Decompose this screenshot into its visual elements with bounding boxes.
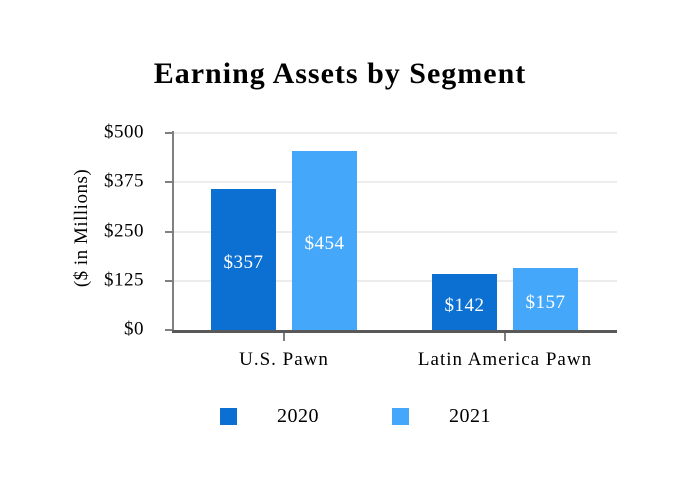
- bar-value-label-2021-latin-america-pawn: $157: [525, 291, 566, 313]
- x-category-label-latin-america-pawn: Latin America Pawn: [417, 349, 593, 370]
- x-axis-line: [172, 330, 617, 333]
- gridline-375: [173, 181, 617, 183]
- legend-swatch-2021: [392, 407, 409, 425]
- y-tick-250: [165, 231, 173, 233]
- y-axis-line: [172, 131, 174, 333]
- legend-swatch-2020: [220, 407, 237, 425]
- legend-label-2021: 2021: [449, 404, 491, 427]
- gridline-125: [173, 280, 617, 282]
- y-tick-label-375: $375: [104, 170, 144, 192]
- y-tick-125: [165, 280, 173, 282]
- legend-label-2020: 2020: [277, 404, 319, 427]
- y-tick-label-500: $500: [104, 121, 144, 143]
- y-axis-title: ($ in Millions): [71, 168, 92, 288]
- bar-2020-latin-america-pawn: $142: [432, 274, 497, 330]
- bar-2020-u-s-pawn: $357: [211, 189, 276, 330]
- y-tick-0: [165, 329, 173, 331]
- chart-title: Earning Assets by Segment: [153, 57, 527, 90]
- bar-value-label-2020-u-s-pawn: $357: [223, 252, 264, 273]
- bar-2021-latin-america-pawn: $157: [513, 268, 578, 330]
- y-tick-label-0: $0: [124, 318, 144, 340]
- bar-value-label-2021-u-s-pawn: $454: [304, 233, 345, 254]
- y-tick-500: [165, 132, 173, 134]
- bar-value-label-2020-latin-america-pawn: $142: [444, 294, 485, 316]
- y-tick-label-250: $250: [104, 220, 144, 242]
- gridline-250: [173, 231, 617, 233]
- gridline-500: [173, 132, 617, 134]
- legend-item-2021: 2021: [392, 404, 491, 427]
- x-tick-latin-america-pawn: [504, 333, 506, 341]
- x-tick-u-s-pawn: [283, 333, 285, 341]
- y-tick-375: [165, 181, 173, 183]
- legend-item-2020: 2020: [220, 404, 319, 427]
- y-tick-label-125: $125: [104, 269, 144, 291]
- x-category-label-u-s-pawn: U.S. Pawn: [239, 349, 329, 370]
- bar-2021-u-s-pawn: $454: [292, 151, 357, 330]
